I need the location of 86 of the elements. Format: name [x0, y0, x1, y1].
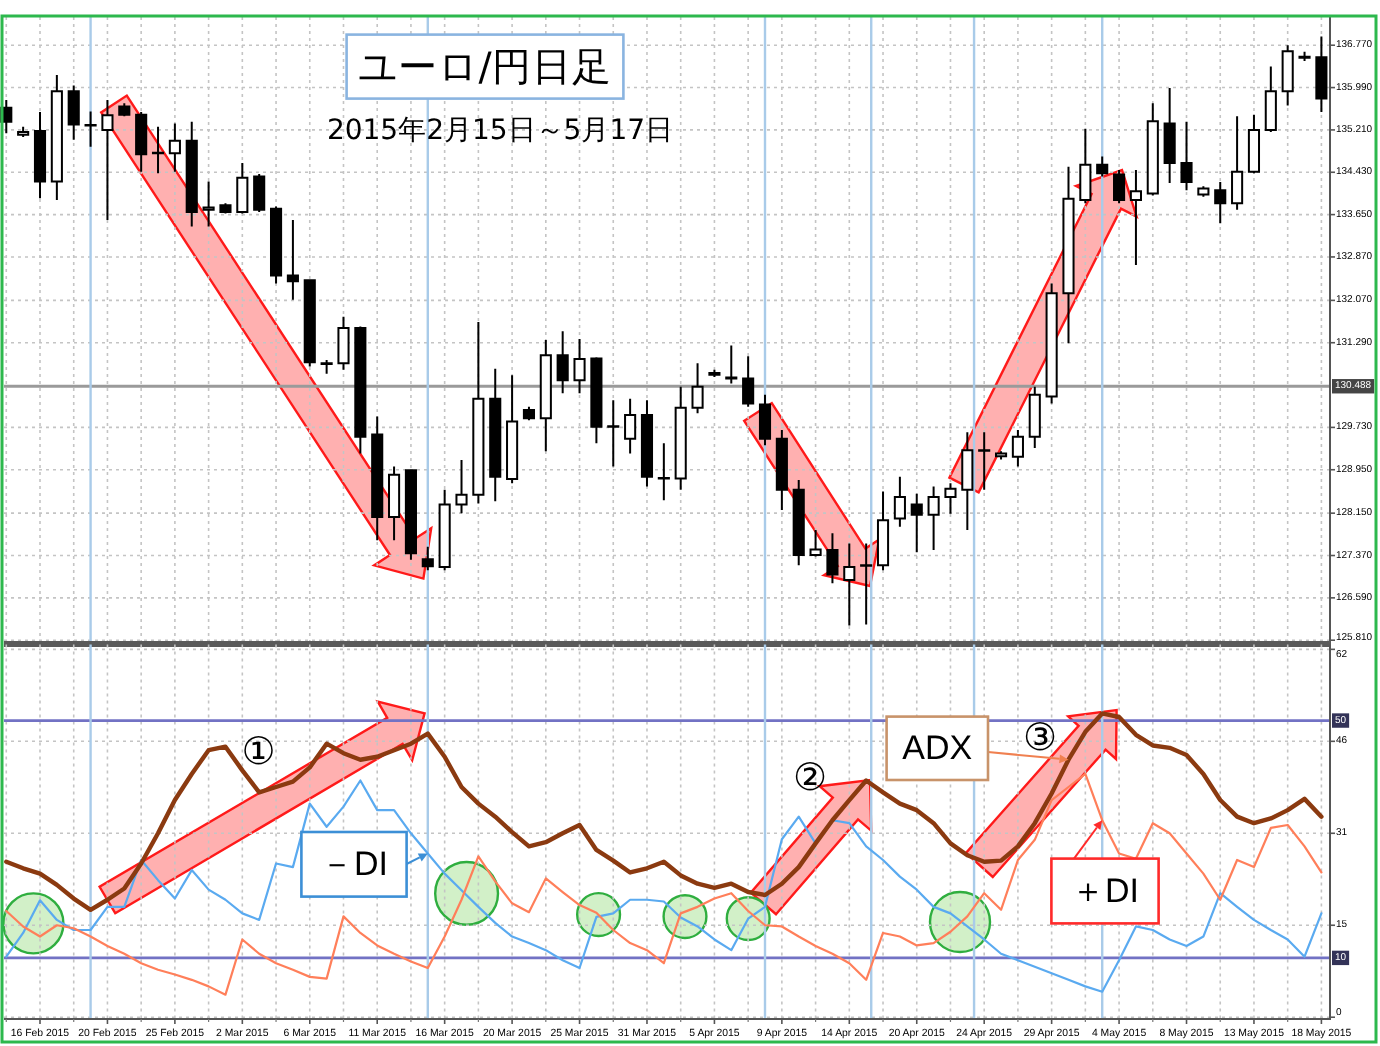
candlestick	[1163, 87, 1176, 185]
annotation: ①	[241, 730, 276, 774]
candlestick	[84, 110, 97, 148]
candlestick	[455, 458, 468, 515]
candlestick	[691, 362, 704, 415]
candlestick	[1197, 185, 1210, 198]
candlestick	[708, 368, 721, 378]
candlestick	[843, 542, 856, 627]
candlestick	[876, 490, 890, 572]
candlestick	[236, 162, 249, 215]
candlestick	[151, 125, 165, 175]
candlestick	[506, 374, 519, 485]
candlestick	[135, 111, 148, 173]
annotation: ③	[1022, 716, 1058, 760]
candlestick	[438, 488, 451, 572]
text: 2015年2月15日～5月17日	[326, 115, 674, 147]
candlestick	[1045, 282, 1058, 405]
candlestick	[1028, 385, 1041, 450]
candlestick	[792, 479, 805, 567]
candlestick	[640, 399, 654, 488]
series-label: －DI	[320, 845, 388, 884]
series-label: ＋DI	[1071, 872, 1139, 910]
candlestick	[320, 359, 333, 375]
candlestick	[607, 399, 620, 468]
candlestick	[742, 355, 755, 408]
candlestick	[860, 542, 873, 626]
candlestick	[219, 202, 232, 215]
candlestick	[489, 367, 502, 503]
candlestick	[337, 315, 350, 371]
candlestick	[624, 397, 637, 455]
candlestick	[67, 84, 80, 141]
candlestick	[573, 337, 586, 395]
candlestick	[33, 111, 47, 200]
candlestick	[168, 122, 181, 173]
candlestick	[1214, 181, 1227, 225]
candlestick	[1096, 155, 1109, 178]
candlestick	[1146, 102, 1159, 197]
candlestick	[50, 74, 63, 201]
candlestick	[1113, 169, 1126, 205]
candlestick	[202, 180, 215, 228]
candlestick	[1079, 127, 1092, 205]
candlestick	[961, 431, 974, 531]
candlestick	[758, 393, 772, 447]
candlestick	[725, 344, 738, 385]
candlestick	[472, 321, 485, 505]
candlestick	[101, 99, 114, 222]
candlestick	[893, 475, 906, 528]
candlestick	[556, 330, 569, 395]
text: ユーロ/円日足	[358, 43, 612, 90]
candlestick	[826, 532, 839, 585]
candlestick	[775, 429, 788, 511]
candlestick	[944, 482, 957, 515]
candlestick	[1281, 44, 1294, 107]
candlestick	[1011, 429, 1024, 468]
candlestick	[1129, 169, 1142, 267]
candlestick	[388, 465, 401, 542]
candlestick	[1298, 50, 1311, 62]
candlestick	[1062, 165, 1075, 345]
legend-label: ADX	[902, 729, 973, 768]
candlestick	[539, 339, 552, 453]
candlestick	[17, 125, 30, 138]
candlestick	[1264, 65, 1277, 134]
candlestick	[1180, 120, 1193, 192]
candlestick	[910, 492, 923, 554]
candlestick	[927, 485, 940, 552]
candlestick	[1231, 115, 1244, 211]
candlestick	[978, 431, 991, 491]
candlestick	[994, 450, 1008, 461]
annotation: ②	[792, 756, 828, 800]
candlestick	[371, 415, 384, 542]
candlestick	[286, 219, 299, 301]
candlestick	[674, 385, 687, 491]
candlestick	[269, 205, 283, 285]
candlestick	[354, 325, 367, 455]
candlestick	[404, 469, 417, 561]
candlestick	[522, 405, 536, 422]
candlestick	[421, 545, 434, 572]
candlestick	[590, 356, 603, 445]
candlestick	[185, 120, 198, 228]
candlestick	[809, 529, 822, 558]
candlestick	[657, 442, 670, 502]
candlestick	[1247, 113, 1261, 175]
candlestick	[118, 102, 131, 118]
candlestick	[1315, 35, 1328, 113]
candlestick	[253, 172, 266, 213]
candlestick	[303, 278, 316, 368]
